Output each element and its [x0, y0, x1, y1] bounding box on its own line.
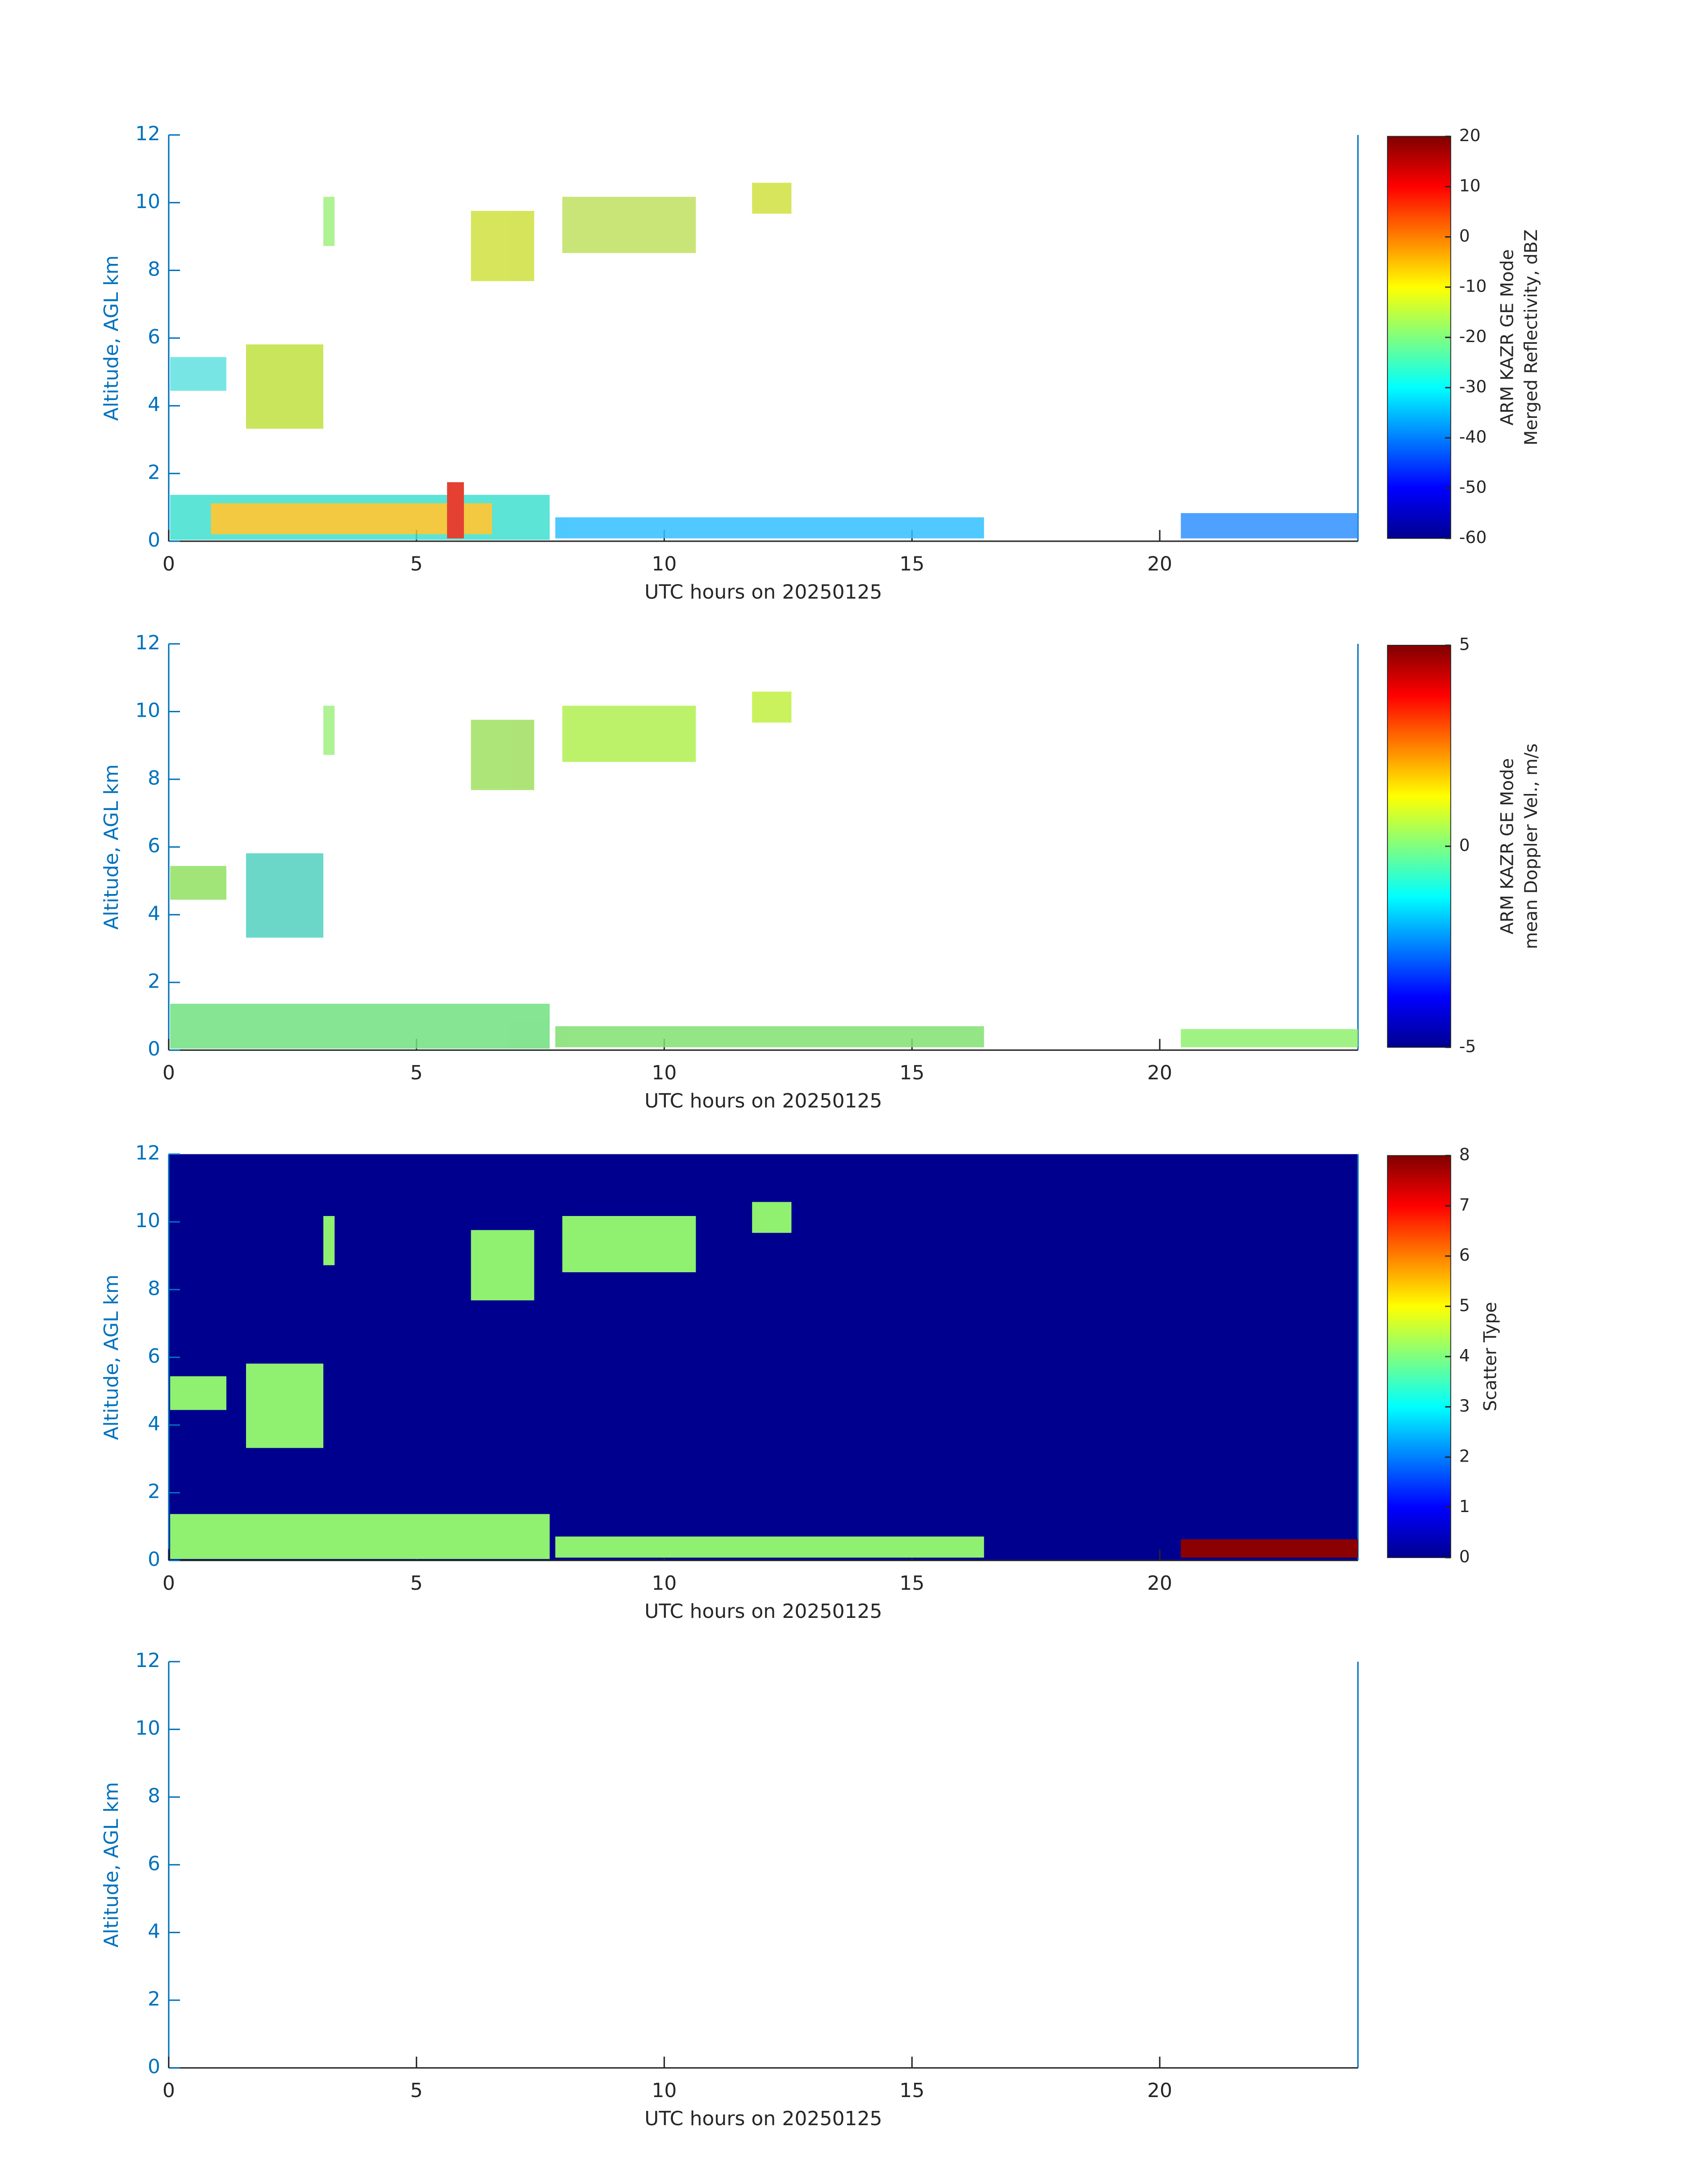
colorbar-label: ARM KAZR GE Mode	[1497, 758, 1517, 935]
y-tick-label: 12	[135, 1142, 160, 1165]
y-tick-label: 10	[135, 1717, 160, 1740]
y-tick-label: 10	[135, 699, 160, 722]
y-axis-label: Altitude, AGL km	[100, 1274, 123, 1440]
y-tick-label: 6	[148, 835, 160, 857]
colorbar-tick-label: 5	[1459, 634, 1470, 654]
colorbar-tick-label: 20	[1459, 125, 1481, 145]
y-tick-label: 2	[148, 970, 160, 993]
colorbar-tick-label: 6	[1459, 1245, 1470, 1265]
x-tick-label: 0	[163, 1572, 175, 1595]
y-tick-label: 6	[148, 1852, 160, 1875]
x-tick-label: 10	[651, 2079, 677, 2102]
y-tick-label: 8	[148, 1277, 160, 1300]
colorbar-tick-label: 7	[1459, 1195, 1470, 1215]
x-axis-label: UTC hours on 20250125	[644, 581, 882, 603]
y-tick-label: 0	[148, 1548, 160, 1571]
x-tick-label: 20	[1147, 552, 1172, 575]
x-tick-label: 20	[1147, 1061, 1172, 1084]
plot-background	[168, 1661, 1358, 2068]
radar-imagery	[170, 183, 1358, 540]
x-tick-label: 5	[410, 1061, 423, 1084]
y-tick-label: 12	[135, 631, 160, 654]
x-tick-label: 10	[651, 552, 677, 575]
radar-imagery	[170, 1202, 1358, 1559]
colorbar-tick-label: 10	[1459, 175, 1481, 195]
colorbar-label: ARM KAZR GE Mode	[1497, 249, 1517, 426]
y-tick-label: 12	[135, 1649, 160, 1672]
y-axis-label: Altitude, AGL km	[100, 1782, 123, 1947]
colorbar	[1387, 136, 1451, 539]
x-tick-label: 15	[899, 1061, 924, 1084]
colorbar-tick-label: 0	[1459, 836, 1470, 855]
axes: 0 2 4 6 8 10 12 0 5 10 15 20 UTC hours on 20250125 Al…	[100, 1649, 1359, 2130]
y-tick-label: 4	[148, 393, 160, 416]
colorbar	[1387, 1155, 1451, 1558]
y-tick-label: 6	[148, 326, 160, 348]
colorbar-label: Merged Reflectivity, dBZ	[1521, 230, 1541, 446]
colorbar-tick-label: -20	[1459, 326, 1487, 346]
y-tick-label: 2	[148, 1988, 160, 2010]
y-tick-label: 8	[148, 1784, 160, 1807]
colorbar-tick-label: 8	[1459, 1145, 1470, 1164]
y-tick-label: 2	[148, 461, 160, 484]
x-tick-label: 20	[1147, 2079, 1172, 2102]
x-axis-label: UTC hours on 20250125	[644, 1090, 882, 1112]
colorbar-label: Scatter Type	[1480, 1302, 1501, 1411]
x-tick-label: 10	[651, 1061, 677, 1084]
y-tick-label: 10	[135, 1209, 160, 1232]
axes: 0 2 4 6 8 10 12 0 5 10 15 20 UTC hours on 20250125 Al…	[100, 631, 1541, 1112]
y-tick-label: 8	[148, 767, 160, 790]
x-tick-label: 0	[163, 552, 175, 575]
x-tick-label: 0	[163, 2079, 175, 2102]
x-tick-label: 5	[410, 1572, 423, 1595]
y-tick-label: 0	[148, 2056, 160, 2078]
colorbar-tick-label: -50	[1459, 477, 1487, 497]
colorbar-tick-label: -30	[1459, 377, 1487, 397]
colorbar-tick-label: 0	[1459, 1546, 1470, 1566]
x-tick-label: 15	[899, 552, 924, 575]
x-tick-label: 5	[410, 2079, 423, 2102]
y-tick-label: 0	[148, 529, 160, 552]
colorbar-tick-label: 0	[1459, 226, 1470, 246]
colorbar-tick-label: -10	[1459, 276, 1487, 296]
y-tick-label: 4	[148, 1412, 160, 1435]
colorbar-tick-label: -40	[1459, 427, 1487, 447]
y-tick-label: 12	[135, 122, 160, 145]
y-tick-label: 8	[148, 258, 160, 280]
colorbar-tick-label: 1	[1459, 1496, 1470, 1516]
colorbar-label: mean Doppler Vel., m/s	[1521, 744, 1541, 949]
x-axis-label: UTC hours on 20250125	[644, 1600, 882, 1623]
x-axis-label: UTC hours on 20250125	[644, 2107, 882, 2130]
axes: 0 2 4 6 8 10 12 0 5 10 15 20 UTC hours on 20250125 Al…	[100, 122, 1541, 603]
y-tick-label: 6	[148, 1345, 160, 1367]
y-tick-label: 4	[148, 1920, 160, 1943]
x-tick-label: 5	[410, 552, 423, 575]
x-tick-label: 15	[899, 1572, 924, 1595]
x-tick-label: 20	[1147, 1572, 1172, 1595]
colorbar-tick-label: 2	[1459, 1446, 1470, 1466]
colorbar-tick-label: -5	[1459, 1036, 1476, 1056]
y-axis-label: Altitude, AGL km	[100, 255, 123, 421]
x-tick-label: 0	[163, 1061, 175, 1084]
colorbar-tick-label: 5	[1459, 1295, 1470, 1315]
colorbar-tick-label: 3	[1459, 1396, 1470, 1416]
y-axis-label: Altitude, AGL km	[100, 764, 123, 930]
colorbar-tick-label: -60	[1459, 527, 1487, 547]
y-tick-label: 10	[135, 190, 160, 213]
y-tick-label: 0	[148, 1038, 160, 1061]
colorbar-tick-label: 4	[1459, 1345, 1470, 1365]
colorbar	[1387, 644, 1451, 1048]
x-tick-label: 10	[651, 1572, 677, 1595]
y-tick-label: 2	[148, 1480, 160, 1503]
radar-imagery	[170, 691, 1358, 1049]
y-tick-label: 4	[148, 902, 160, 925]
x-tick-label: 15	[899, 2079, 924, 2102]
